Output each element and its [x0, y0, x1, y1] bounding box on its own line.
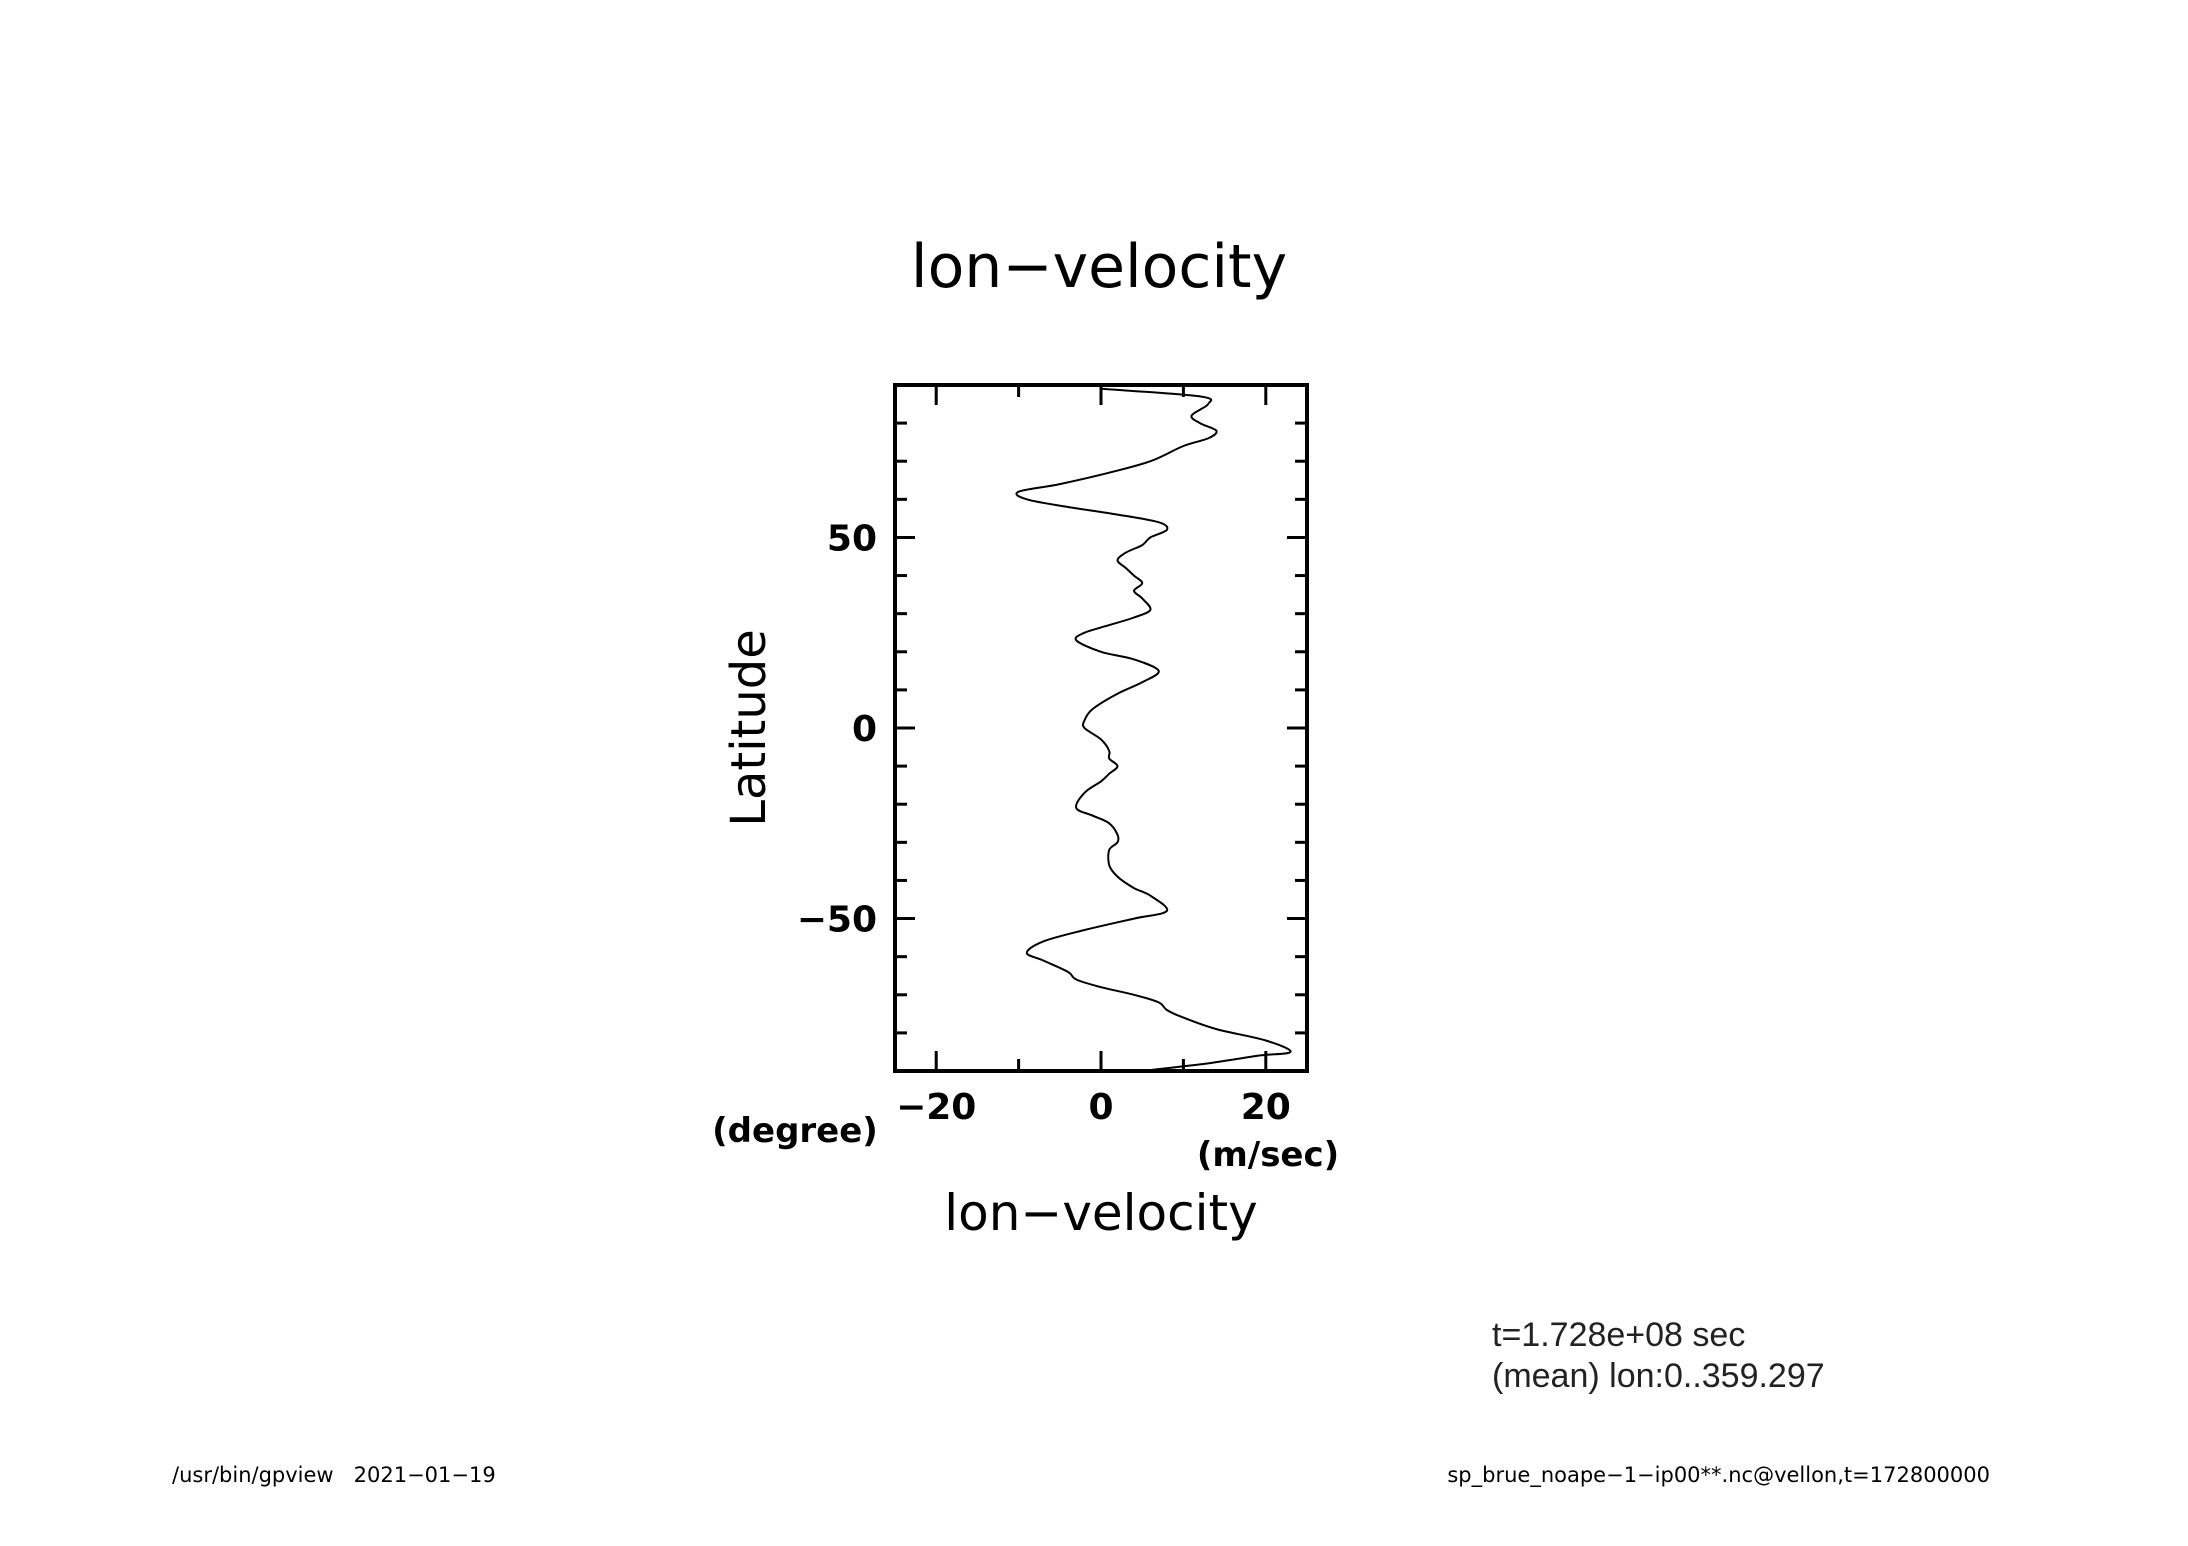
- plot-frame: [893, 383, 1309, 1073]
- x-tick-label: −20: [896, 1087, 976, 1128]
- chart-title: lon−velocity: [911, 232, 1287, 302]
- y-tick-label: 50: [827, 518, 877, 559]
- x-axis-unit: (m/sec): [1197, 1135, 1339, 1175]
- y-tick-label: −50: [797, 900, 877, 941]
- time-annotation: t=1.728e+08 sec: [1492, 1316, 1745, 1354]
- source-footer: sp_brue_noape−1−ip00**.nc@vellon,t=17280…: [1447, 1463, 1990, 1488]
- mean-annotation: (mean) lon:0..359.297: [1492, 1357, 1825, 1395]
- axis-tick-labels: −20 0 20 −50 0 50: [797, 518, 1291, 1128]
- x-tick-label: 0: [1088, 1087, 1113, 1128]
- series-line: [1015, 387, 1292, 1072]
- x-axis-label: lon−velocity: [944, 1184, 1257, 1242]
- program-footer: /usr/bin/gpview 2021−01−19: [172, 1463, 496, 1487]
- x-tick-label: 20: [1241, 1087, 1291, 1128]
- axis-ticks: [895, 385, 1307, 1071]
- y-axis-unit: (degree): [712, 1111, 878, 1151]
- y-axis-label: Latitude: [721, 629, 777, 827]
- y-tick-label: 0: [852, 709, 877, 750]
